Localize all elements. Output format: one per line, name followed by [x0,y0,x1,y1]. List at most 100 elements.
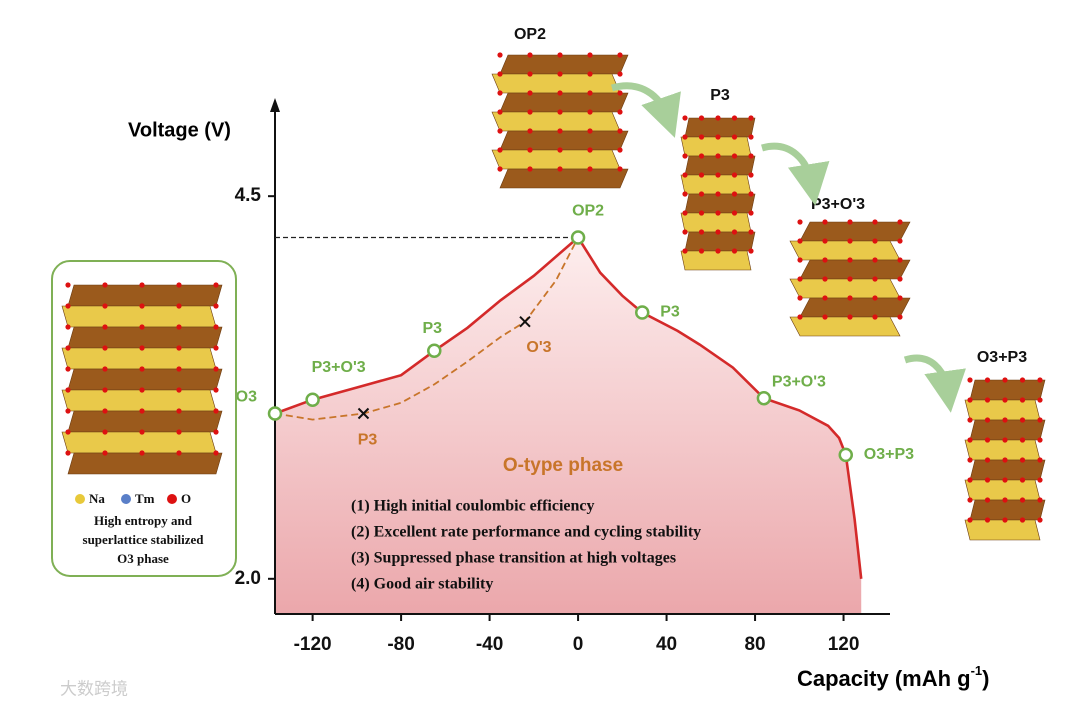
structure-label: OP2 [514,26,546,43]
atom [1002,397,1008,403]
atom [557,166,563,172]
atom [102,303,108,309]
atom [731,115,738,121]
atom [65,303,71,309]
atom [698,191,705,197]
structure-label: P3 [710,87,730,104]
atom [967,437,973,443]
inset-caption: O3 phase [117,551,169,566]
atom [715,248,721,254]
atom [65,408,71,414]
inset-caption: superlattice stabilized [83,532,205,547]
atom [65,345,71,351]
atom [984,377,991,383]
x-axis-label: Capacity (mAh g-1) [797,663,989,690]
atom [698,172,705,178]
crystal-inset [61,347,217,370]
atom [1002,517,1008,523]
x-tick-label: 120 [828,634,860,655]
crystal-p3o3 [799,259,911,280]
crystal-p3 [680,212,752,233]
atom [822,257,828,263]
structure-label: O3+P3 [977,349,1027,366]
atom [847,257,853,263]
crystal-o3p3 [964,519,1041,541]
crystal-inset [61,431,217,454]
atom [872,257,878,263]
atom [102,408,108,414]
crystal-p3 [680,174,752,195]
atom [213,282,219,288]
atom [1037,457,1043,463]
legend-swatch [167,494,177,504]
atom [139,282,145,288]
legend-swatch [121,494,131,504]
atom [748,191,754,197]
atom [176,345,182,351]
atom [872,219,878,225]
crystal-p3 [684,117,756,138]
atom [587,147,593,153]
atom [715,229,721,235]
atom [102,429,108,435]
atom [822,276,828,282]
atom [176,324,182,330]
atom [617,128,623,134]
atom [1002,497,1008,503]
crystal-inset [67,284,223,307]
crystal-op2 [491,149,621,170]
atom [698,210,705,216]
crystal-op2 [491,111,621,132]
phase-label: P3+O'3 [772,373,826,390]
atom [984,477,991,483]
atom [102,366,108,372]
atom [731,229,738,235]
atom [847,314,853,320]
atom [139,450,145,456]
atom [497,52,503,58]
phase-point [267,406,283,421]
atom [213,408,219,414]
atom [748,134,754,140]
phase-point [756,390,772,406]
feature-item: (2) Excellent rate performance and cycli… [351,524,701,541]
atom [698,153,705,159]
phase-label: O'3 [526,339,551,356]
y-tick-label: 2.0 [235,568,261,589]
atom [587,71,593,77]
atom [587,109,593,115]
atom [497,109,503,115]
x-tick-label: -120 [294,634,332,655]
atom [65,324,71,330]
atom [527,71,533,77]
crystal-inset [61,305,217,328]
atom [176,408,182,414]
atom [698,229,705,235]
atom [682,191,688,197]
phase-label: P3 [660,304,680,321]
atom [731,248,738,254]
atom [872,314,878,320]
feature-item: (3) Suppressed phase transition at high … [351,550,676,567]
x-tick-label: -80 [387,634,414,655]
atom [65,366,71,372]
crystal-p3 [684,155,756,176]
phase-label: OP2 [572,203,604,220]
atom [176,450,182,456]
atom [748,115,754,121]
atom [967,497,973,503]
atom [1037,397,1043,403]
atom [497,90,503,96]
atom [557,52,563,58]
atom [139,366,145,372]
atom [65,282,71,288]
atom [139,429,145,435]
phase-title: O-type phase [503,455,623,476]
y-tick-label: 4.5 [235,185,262,206]
atom [715,210,721,216]
atom [213,345,219,351]
atom [557,71,563,77]
atom [715,134,721,140]
x-tick-label: 0 [573,634,584,655]
atom [682,134,688,140]
